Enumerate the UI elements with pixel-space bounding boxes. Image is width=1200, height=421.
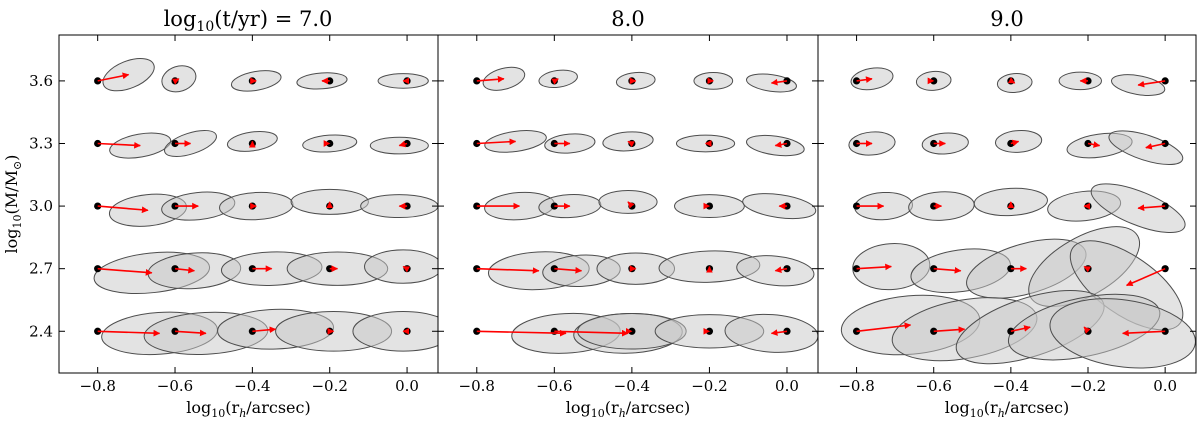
bias-arrow	[1010, 325, 1031, 333]
uncertainty-ellipse	[352, 310, 438, 352]
true-value-point	[930, 77, 938, 85]
x-tick-label: −0.2	[1070, 377, 1106, 395]
uncertainty-ellipse	[1111, 74, 1166, 96]
bias-arrow	[97, 141, 141, 149]
bias-arrow	[398, 140, 408, 148]
x-tick-label: −0.4	[614, 377, 650, 395]
x-tick-label: −0.4	[234, 377, 270, 395]
panel-title: 9.0	[990, 7, 1023, 31]
x-axis-label: log10(rh/arcsec)	[566, 398, 690, 420]
bias-arrow	[1137, 204, 1166, 212]
x-tick-label: −0.8	[79, 377, 115, 395]
true-value-point	[628, 327, 636, 335]
bias-arrow	[1137, 80, 1166, 88]
bias-arrow	[1125, 267, 1166, 287]
bias-arrow	[856, 263, 892, 271]
bias-arrow	[171, 78, 180, 85]
bias-arrow	[1010, 139, 1020, 147]
panel-content	[473, 66, 818, 354]
panel-title: 8.0	[611, 7, 644, 31]
bias-arrow	[97, 205, 149, 214]
true-value-point	[171, 139, 179, 148]
uncertainty-ellipse	[369, 136, 429, 155]
panel-3: −0.8 −0.6 −0.4 −0.2 0.0 log10(rh/arcsec)	[817, 34, 1197, 420]
true-value-point	[171, 202, 179, 210]
true-value-point	[783, 139, 791, 148]
bias-arrow	[97, 267, 153, 276]
x-axis-label: log10(rh/arcsec)	[945, 398, 1069, 420]
true-value-point	[94, 139, 102, 148]
panel-content	[840, 67, 1196, 369]
y-tick-label: 2.4	[29, 322, 53, 340]
true-value-point	[705, 202, 714, 210]
panel-content	[93, 57, 438, 356]
bias-arrow	[770, 78, 788, 86]
x-tick-label: 0.0	[775, 377, 799, 395]
x-tick-label: 0.0	[1153, 377, 1177, 395]
true-value-point	[171, 77, 179, 85]
bias-arrow	[774, 141, 788, 148]
x-tick-label: −0.4	[993, 377, 1029, 395]
bias-arrow	[402, 265, 411, 273]
bias-arrow	[627, 140, 635, 148]
y-tick-label: 3.3	[29, 134, 53, 152]
bias-arrow	[476, 138, 517, 146]
true-value-point	[171, 265, 179, 273]
y-tick-label: 2.7	[29, 260, 53, 278]
panel-title: log10(t/yr) = 7.0	[164, 7, 333, 35]
true-value-point	[1084, 139, 1092, 148]
bias-arrow	[627, 201, 635, 209]
y-axis-label: log10(M/M⊙)	[2, 155, 24, 254]
panel-1: −0.8 −0.6 −0.4 −0.2 0.0 log10(rh/arcsec)	[58, 34, 439, 420]
uncertainty-ellipse	[109, 132, 172, 159]
true-value-point	[1161, 139, 1169, 148]
true-value-point	[171, 327, 179, 335]
x-tick-label: −0.2	[311, 377, 347, 395]
x-tick-label: −0.6	[157, 377, 193, 395]
x-tick-label: −0.6	[915, 377, 951, 395]
y-axis: 2.4 2.7 3.0 3.3 3.6 log10(M/M⊙)	[2, 72, 53, 340]
x-tick-label: −0.2	[691, 377, 727, 395]
bias-arrow	[554, 329, 629, 337]
x-axis-label: log10(rh/arcsec)	[186, 398, 310, 420]
bias-arrow	[1145, 142, 1166, 150]
panel-titles: log10(t/yr) = 7.0 8.0 9.0	[164, 7, 1024, 35]
y-tick-label: 3.6	[29, 72, 53, 90]
bias-arrow	[1083, 265, 1092, 273]
bias-arrow	[770, 329, 788, 336]
true-value-point	[705, 327, 714, 335]
bias-arrow	[933, 266, 962, 274]
x-tick-label: 0.0	[395, 377, 419, 395]
bias-arrow	[1087, 141, 1101, 148]
y-tick-label: 3.0	[29, 197, 53, 215]
x-tick-label: −0.8	[459, 377, 495, 395]
uncertainty-ellipse	[364, 249, 438, 284]
bias-arrow	[1007, 77, 1016, 84]
bias-arrow	[174, 266, 196, 274]
bias-arrow	[476, 75, 505, 83]
panel-frame	[817, 34, 1197, 374]
bias-arrow	[554, 266, 583, 274]
bias-arrow	[856, 76, 873, 83]
panel-2: −0.8 −0.6 −0.4 −0.2 0.0 log10(rh/arcsec)	[437, 34, 819, 420]
x-tick-label: −0.6	[536, 377, 572, 395]
bias-arrow	[174, 329, 207, 337]
bias-arrow	[856, 322, 912, 333]
bias-arrow	[774, 266, 788, 274]
panels-layer: −0.8 −0.6 −0.4 −0.2 0.0log10(rh/arcsec)−0.8−…	[58, 34, 1197, 420]
bias-arrow	[476, 267, 540, 274]
bias-arrow	[551, 78, 559, 85]
bias-arrow	[476, 329, 567, 337]
bias-arrow	[1122, 329, 1166, 337]
bias-arrow	[97, 72, 130, 82]
x-tick-label: −0.8	[838, 377, 874, 395]
bias-arrow	[1083, 326, 1091, 334]
bias-arrow	[97, 329, 161, 337]
bias-arrow	[252, 326, 277, 334]
bias-arrow	[933, 326, 966, 333]
true-value-point	[326, 139, 334, 148]
